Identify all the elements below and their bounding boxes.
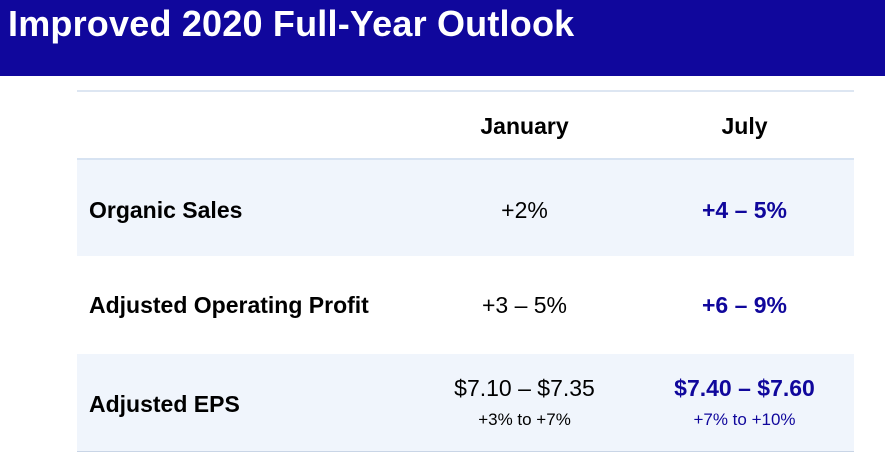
title-bar: Improved 2020 Full-Year Outlook (0, 0, 885, 76)
adjusted-operating-profit-july-value: +6 – 9% (701, 292, 788, 318)
table-row: Adjusted EPS $7.10 – $7.35 +3% to +7% $7… (77, 354, 854, 452)
adjusted-eps-july-growth: +7% to +10% (693, 410, 796, 429)
outlook-table: January July Organic Sales +2% +4 – 5% A… (77, 90, 854, 452)
table-header-row: January July (77, 92, 854, 160)
table-row: Organic Sales +2% +4 – 5% (77, 160, 854, 256)
adjusted-eps-july-value: $7.40 – $7.60 (674, 375, 815, 401)
adjusted-operating-profit-january-value: +3 – 5% (481, 292, 568, 318)
organic-sales-january-value: +2% (501, 197, 548, 223)
slide-title: Improved 2020 Full-Year Outlook (8, 3, 575, 44)
table-row: Adjusted Operating Profit +3 – 5% +6 – 9… (77, 256, 854, 354)
table-top-rule (77, 90, 854, 92)
column-header-january: January (480, 113, 569, 139)
row-label-adjusted-eps: Adjusted EPS (89, 391, 240, 417)
adjusted-eps-january-growth: +3% to +7% (478, 410, 571, 429)
row-label-adjusted-operating-profit: Adjusted Operating Profit (89, 292, 369, 318)
adjusted-eps-january-value: $7.10 – $7.35 (454, 375, 595, 401)
column-header-july: July (721, 113, 768, 139)
row-label-organic-sales: Organic Sales (89, 197, 243, 223)
organic-sales-july-value: +4 – 5% (701, 197, 788, 223)
